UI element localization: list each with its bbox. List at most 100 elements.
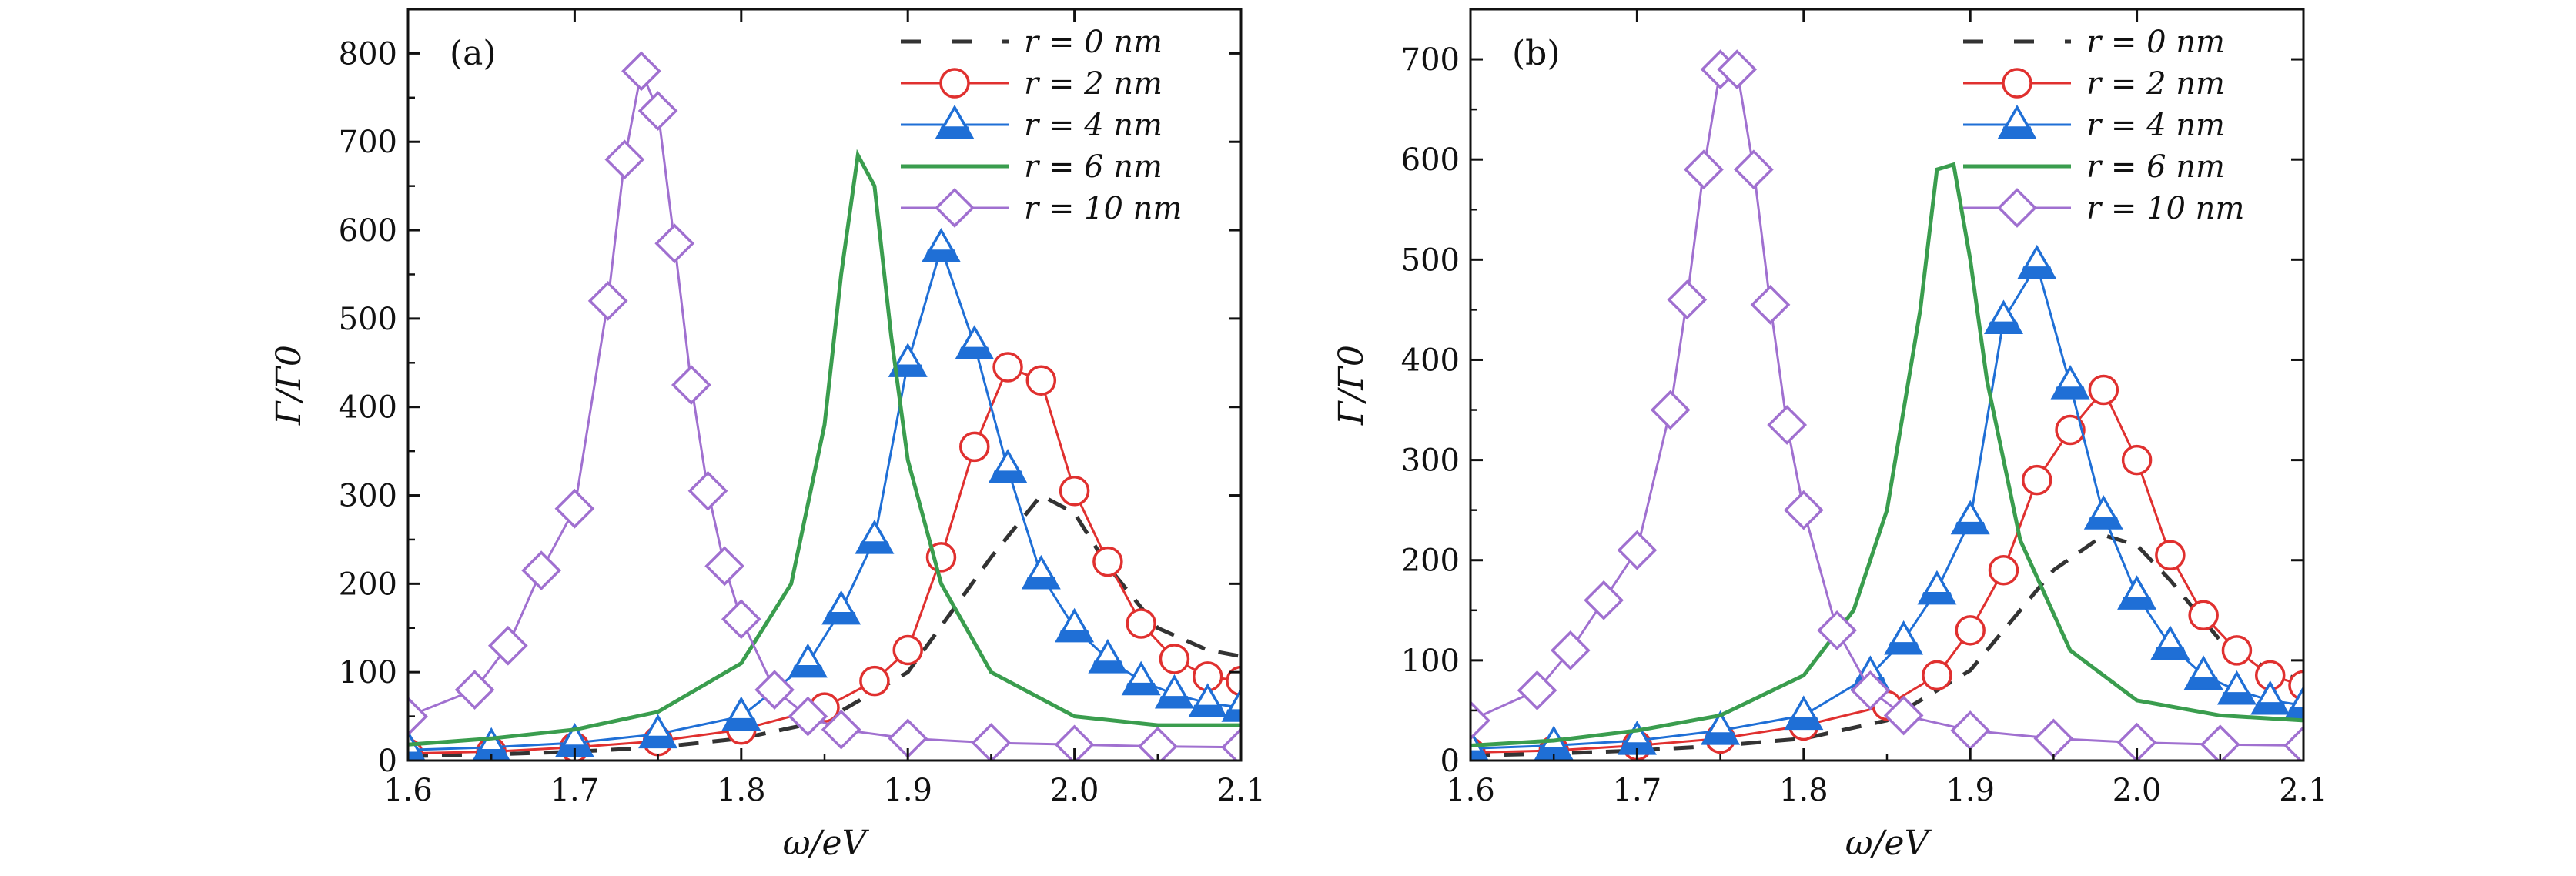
y-axis-label: Γ/Γ0 xyxy=(269,345,309,426)
x-tick-label: 1.8 xyxy=(1779,773,1828,808)
data-point xyxy=(1767,405,1808,445)
data-point xyxy=(554,488,595,529)
data-point xyxy=(1550,630,1591,670)
data-point xyxy=(1717,49,1758,89)
data-point-fill xyxy=(957,346,992,359)
y-tick-label: 300 xyxy=(339,479,397,514)
legend-entry: r = 2 nm xyxy=(2086,66,2225,102)
data-point xyxy=(1584,580,1624,620)
data-point-fill xyxy=(1156,696,1192,707)
legend-marker xyxy=(935,188,975,228)
x-tick-label: 1.7 xyxy=(550,773,600,808)
data-point-fill xyxy=(724,717,759,730)
data-point xyxy=(1817,610,1857,650)
y-tick-label: 500 xyxy=(339,302,397,337)
legend-entry: r = 0 nm xyxy=(2086,25,2225,60)
data-point-fill xyxy=(1703,732,1738,744)
data-point xyxy=(1617,530,1658,570)
data-point xyxy=(1025,365,1057,396)
x-tick-label: 2.0 xyxy=(2113,773,2162,808)
y-tick-label: 300 xyxy=(1401,443,1460,479)
x-tick-label: 1.6 xyxy=(1446,773,1495,808)
data-point-fill xyxy=(2052,386,2088,398)
x-tick-label: 2.0 xyxy=(1050,773,1099,808)
data-point-fill xyxy=(1023,577,1059,588)
data-point xyxy=(637,91,678,131)
data-point xyxy=(1922,660,1952,691)
data-point xyxy=(754,670,795,710)
data-point-fill xyxy=(2086,517,2121,529)
y-tick-label: 100 xyxy=(1401,644,1460,679)
data-point xyxy=(2221,635,2253,666)
legend-marker-fill xyxy=(937,126,972,138)
y-tick-label: 400 xyxy=(339,390,397,426)
data-point xyxy=(971,723,1012,761)
legend-entry: r = 6 nm xyxy=(1024,149,1163,185)
data-point xyxy=(1159,644,1190,674)
data-point xyxy=(454,670,495,710)
series-r-6-nm xyxy=(1470,162,2303,747)
legend: r = 0 nm r = 2 nm r = 4 nm r = 6 nm r = 10 n… xyxy=(901,25,1182,228)
legend: r = 0 nm r = 2 nm r = 4 nm r = 6 nm r = 10 n… xyxy=(1963,25,2244,228)
data-point-fill xyxy=(641,735,676,747)
panel-a: 1.6 1.7 1.8 1.9 2.0 2.1 0 100 200 300 400 500 600 700… xyxy=(269,8,1266,863)
y-tick-label: 200 xyxy=(339,567,397,602)
series-r-10-nm xyxy=(1470,49,2303,761)
y-axis-label: Γ/Γ0 xyxy=(1332,345,1371,426)
data-point xyxy=(821,709,861,750)
data-point xyxy=(687,470,728,511)
data-point-fill xyxy=(2186,677,2221,689)
data-point-fill xyxy=(1786,717,1822,729)
panel-b: 1.6 1.7 1.8 1.9 2.0 2.1 0 100 200 300 400 500 600 700… xyxy=(1332,8,2328,863)
x-tick-label: 1.8 xyxy=(717,773,766,808)
data-point xyxy=(654,223,695,264)
data-point xyxy=(2200,724,2240,761)
data-point xyxy=(1137,726,1178,761)
x-tick-label: 1.6 xyxy=(383,773,433,808)
data-point xyxy=(1221,727,1241,761)
data-point xyxy=(1750,285,1791,325)
data-point xyxy=(1650,390,1691,430)
y-tick-label: 0 xyxy=(1440,744,1460,779)
series-r-6-nm xyxy=(408,149,1241,747)
data-point-fill xyxy=(1123,682,1159,694)
data-point-fill xyxy=(1223,709,1241,721)
data-point xyxy=(992,352,1023,383)
data-point-fill xyxy=(1536,747,1571,759)
data-point xyxy=(721,599,761,640)
data-point xyxy=(859,665,890,697)
panel-label: (b) xyxy=(1512,34,1561,73)
data-point xyxy=(2155,540,2186,570)
data-point-fill xyxy=(890,364,925,376)
data-point xyxy=(1092,546,1123,577)
data-point-fill xyxy=(1470,750,1488,761)
data-point-fill xyxy=(2253,702,2288,714)
legend-entry: r = 10 nm xyxy=(1024,191,1182,226)
series-line xyxy=(1470,162,2303,747)
panel-label: (a) xyxy=(450,34,497,73)
data-point xyxy=(1126,608,1156,639)
data-point-fill xyxy=(923,249,958,261)
data-point-fill xyxy=(1190,704,1226,717)
data-point xyxy=(408,696,428,737)
data-point xyxy=(621,51,661,92)
data-point xyxy=(2121,444,2153,476)
legend-entry: r = 10 nm xyxy=(2086,191,2244,226)
data-point xyxy=(959,431,990,463)
data-point-fill xyxy=(1057,630,1092,641)
data-point xyxy=(1734,149,1774,190)
data-point-fill xyxy=(1919,592,1955,604)
y-tick-label: 200 xyxy=(1401,543,1460,579)
x-axis-label: ω/eV xyxy=(1845,824,1932,863)
data-point xyxy=(1470,700,1490,741)
data-point-fill xyxy=(2119,597,2155,609)
legend-marker xyxy=(1997,188,2037,228)
legend-entry: r = 4 nm xyxy=(2086,108,2225,143)
series-line xyxy=(1470,68,2303,747)
data-point xyxy=(1684,149,1724,190)
legend-marker xyxy=(939,68,970,99)
data-point xyxy=(1955,615,1986,646)
y-tick-label: 700 xyxy=(339,125,397,160)
series-r-10-nm xyxy=(408,51,1241,761)
